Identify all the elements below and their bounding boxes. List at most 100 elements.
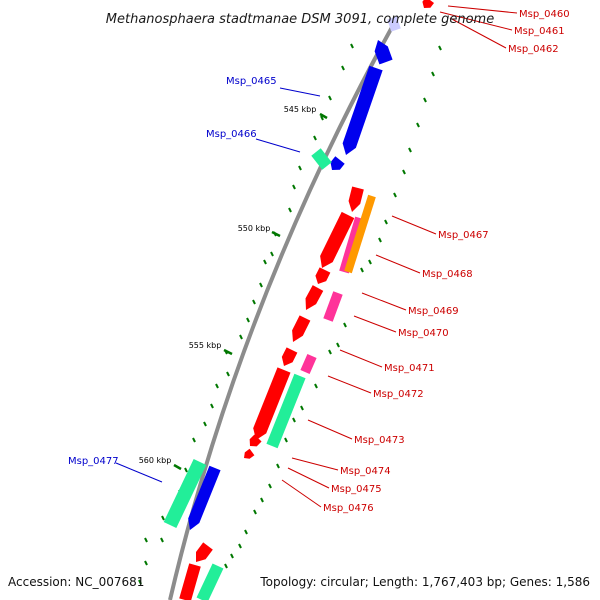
feature-reverse-cds (196, 542, 213, 562)
tick-dash (360, 267, 364, 273)
gene-label: Msp_0471 (384, 363, 435, 374)
tick-dash (416, 122, 420, 128)
tick-dash (276, 463, 280, 469)
features-layer (163, 0, 434, 600)
gene-label: Msp_0474 (340, 466, 391, 477)
feature-forward-faint (387, 16, 401, 32)
gene-label-leader (447, 5, 518, 14)
tick-dash (226, 371, 230, 377)
gene-label: Msp_0470 (398, 328, 449, 339)
feature-rna (266, 373, 306, 449)
gene-label: Msp_0467 (438, 230, 489, 241)
gene-label-leader (115, 462, 163, 483)
tick-dash (253, 509, 257, 515)
feature-forward-cds (330, 156, 345, 170)
feature-reverse-cds (249, 434, 262, 447)
gene-label: Msp_0469 (408, 306, 459, 317)
feature-pink (300, 353, 317, 375)
tick-dash (144, 537, 148, 543)
feature-reverse-cds (281, 347, 298, 366)
kbp-tick-label: 560 kbp (139, 456, 172, 465)
tick-dash (423, 97, 427, 103)
gene-label-leader (279, 87, 321, 97)
kbp-tick-mark (223, 348, 233, 356)
tick-dash (341, 65, 345, 71)
feature-reverse-cds (305, 285, 324, 310)
gene-label: Msp_0462 (508, 44, 559, 55)
gene-labels-layer: Msp_0460 Msp_0461 Msp_0462 Msp_0465 Msp_0466… (68, 9, 570, 514)
tick-dash (263, 259, 267, 265)
tick-dash (408, 147, 412, 153)
feature-reverse-cds (253, 367, 291, 440)
tick-dash (192, 437, 196, 443)
feature-forward-cds (374, 40, 393, 65)
feature-orange (344, 194, 376, 274)
feature-reverse-cds (244, 448, 255, 459)
gene-label-leader (307, 419, 353, 440)
tick-dash (320, 115, 324, 121)
kbp-tick-mark (173, 463, 182, 471)
feature-rna (196, 563, 224, 600)
feature-forward-cds (342, 65, 383, 155)
gene-label-leader (339, 349, 383, 368)
tick-dash (298, 165, 302, 171)
tick-dash (239, 334, 243, 340)
tick-dash (184, 467, 188, 473)
gene-label-leader (391, 215, 437, 235)
feature-reverse-cds (179, 563, 201, 600)
feature-reverse-cds (292, 315, 311, 342)
gene-label: Msp_0476 (323, 503, 374, 514)
tick-dash (292, 417, 296, 423)
tick-dash (210, 403, 214, 409)
tick-dash (438, 45, 442, 51)
gene-label-leader (291, 457, 339, 471)
tick-dash (215, 383, 219, 389)
feature-rna (163, 458, 207, 529)
genome-title: Methanosphaera stadtmanae DSM 3091, comp… (106, 12, 494, 27)
tick-dash (328, 349, 332, 355)
tick-dash (328, 95, 332, 101)
tick-dash (238, 543, 242, 549)
tick-dash (368, 259, 372, 265)
kbp-tick-label: 550 kbp (238, 224, 271, 233)
gene-label-leader (449, 17, 507, 49)
kbp-tick-label: 555 kbp (189, 341, 222, 350)
tick-dash (252, 299, 256, 305)
topology-text: Topology: circular; Length: 1,767,403 bp… (259, 575, 590, 589)
gene-label-leader (255, 138, 301, 153)
tick-dash (246, 317, 250, 323)
tick-dash (343, 322, 347, 328)
tick-dash (350, 43, 354, 49)
tick-dash (393, 192, 397, 198)
gene-label: Msp_0472 (373, 389, 424, 400)
gene-label-leader (287, 467, 330, 489)
gene-label: Msp_0461 (514, 26, 565, 37)
gene-label: Msp_0477 (68, 456, 119, 467)
gene-label-leader (353, 315, 397, 333)
tick-dash (161, 515, 165, 521)
tick-dash (384, 219, 388, 225)
gene-label: Msp_0460 (519, 9, 570, 20)
tick-dash (402, 169, 406, 175)
tick-dash (284, 437, 288, 443)
gene-label: Msp_0468 (422, 269, 473, 280)
feature-forward-cds (188, 465, 221, 530)
accession-text: Accession: NC_007681 (8, 575, 144, 589)
tick-dash (292, 184, 296, 190)
kbp-tick-mark (319, 112, 328, 120)
label-leaders-layer (115, 5, 518, 508)
tick-dash (378, 237, 382, 243)
tick-dash (300, 405, 304, 411)
tick-dash (313, 135, 317, 141)
tick-dash (336, 342, 340, 348)
gene-label: Msp_0475 (331, 484, 382, 495)
feature-pink (323, 291, 343, 322)
feature-rna (311, 148, 332, 170)
gene-label-leader (327, 375, 372, 394)
tick-dash (203, 421, 207, 427)
tick-dash (259, 282, 263, 288)
tick-dash (160, 537, 164, 543)
tick-dash (260, 497, 264, 503)
